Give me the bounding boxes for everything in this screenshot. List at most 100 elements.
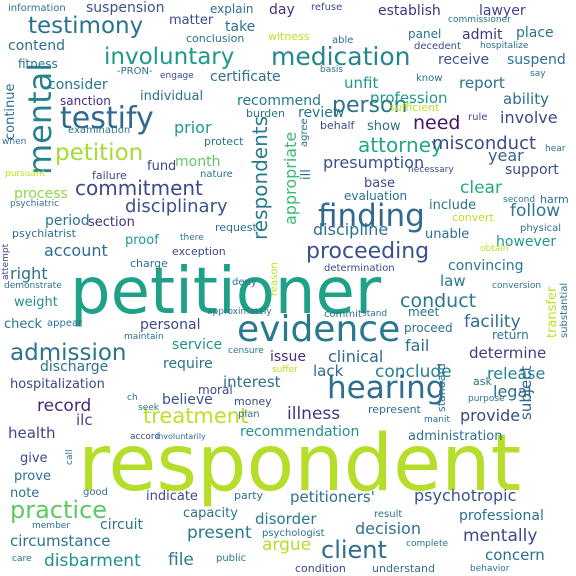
word-circumstance: circumstance [10,532,111,550]
word-ask: ask [473,375,492,388]
word-evaluation: evaluation [344,189,408,203]
word-recommendation: recommendation [240,424,360,440]
word-explain: explain [210,2,254,16]
word-period: period [45,213,90,229]
word-recommend: recommend [237,93,321,109]
word-result: result [374,509,403,520]
word-check: check [4,317,43,332]
word-however: however [496,234,557,250]
word-refuse: refuse [311,2,343,13]
word-respondent: respondent [78,419,522,509]
word-demonstrate: demonstrate [4,281,62,291]
word-request: request [215,221,257,234]
word-testimony: testimony [28,13,144,39]
word-return: return [492,328,529,342]
word-argue: argue [262,535,312,555]
word-commit: commit [324,309,362,320]
word-hearing: hearing [327,370,446,406]
word-fitness: fitness [18,57,58,71]
word-decision: decision [355,519,421,538]
word-show: show [367,119,401,134]
word-failure: failure [92,169,127,182]
word-involve: involve [500,108,558,127]
word-complete: complete [406,539,449,549]
word-process: process [14,186,68,202]
word-day: day [269,2,295,18]
word-rule: rule [468,112,488,123]
word-condition: condition [295,562,346,575]
word-conclude: conclude [375,362,452,382]
word-testify: testify [60,101,154,136]
word-interest: interest [223,373,281,391]
word-obtain: obtain [480,244,509,254]
word-public: public [216,553,247,564]
word-provide: provide [460,406,521,425]
word-transfer: transfer [545,286,560,338]
word-exception: exception [172,245,226,258]
word-circuit: circuit [100,517,143,533]
word-censure: censure [228,346,264,356]
word-support: support [505,162,559,178]
word-deny: deny [232,277,257,288]
word-sufficient: sufficient [389,101,440,114]
word-discipline: discipline [313,220,389,239]
word-convincing: convincing [448,258,524,274]
word-ability: ability [503,90,549,108]
word-protect: protect [204,135,244,148]
word-law: law [440,272,466,290]
word-pursuant: pursuant [5,169,46,179]
word-manit: manit [424,415,451,425]
word-disbarment: disbarment [44,551,141,571]
word-purpose: purpose [468,394,505,404]
word-client: client [321,536,387,564]
word-section: section [88,215,135,230]
word-seek: seek [138,403,159,413]
word-disorder: disorder [255,510,317,528]
word-fund: fund [147,159,177,174]
word-psychologist: psychologist [262,528,325,539]
word-appropriate: appropriate [281,131,300,225]
word-capacity: capacity [183,506,238,521]
word-commissioner: commissioner [448,15,511,25]
word-base: base [364,176,395,191]
word-contend: contend [8,38,65,54]
word-lack: lack [313,362,344,380]
word-conduct: conduct [400,290,477,312]
word-report: report [459,74,505,92]
word-harm: harm [540,193,569,206]
word-illness: illness [287,404,341,424]
word-ilc: ilc [76,411,93,429]
word-know: know [416,73,443,84]
word-sanction: sanction [60,94,111,108]
word-weight: weight [14,295,58,310]
word-involuntarily: involuntarily [156,432,206,441]
word-petitioners: petitioners' [290,488,375,506]
word-agree: agree [299,118,310,147]
word-legal: legal [493,382,532,401]
word-misconduct: misconduct [432,133,537,154]
word-determine: determine [469,344,547,362]
word-substantial: substantial [559,282,570,338]
word-ch: ch [127,393,138,403]
word-charge: charge [130,257,168,270]
word-present: present [187,523,252,543]
word-stand: stand [362,309,388,319]
word-person: person [332,93,408,118]
word-psychiatric: psychiatric [10,199,60,209]
word-receive: receive [438,52,490,68]
word-continue: continue [3,83,18,140]
word-witness: witness [268,30,310,43]
word-petition: petition [55,140,144,166]
word-fail: fail [405,336,430,355]
word-disciplinary: disciplinary [125,196,228,217]
word-approximately: approximately [207,307,272,317]
word-health: health [8,424,56,442]
word-represent: represent [368,403,421,416]
word-professional: professional [459,508,544,524]
word-follow: follow [510,201,561,221]
word-unable: unable [425,227,470,242]
word-decedent: decedent [414,41,461,52]
word-pron: -PRON- [117,66,153,77]
word-when: when [2,137,27,147]
word-attempt: attempt [1,243,11,280]
